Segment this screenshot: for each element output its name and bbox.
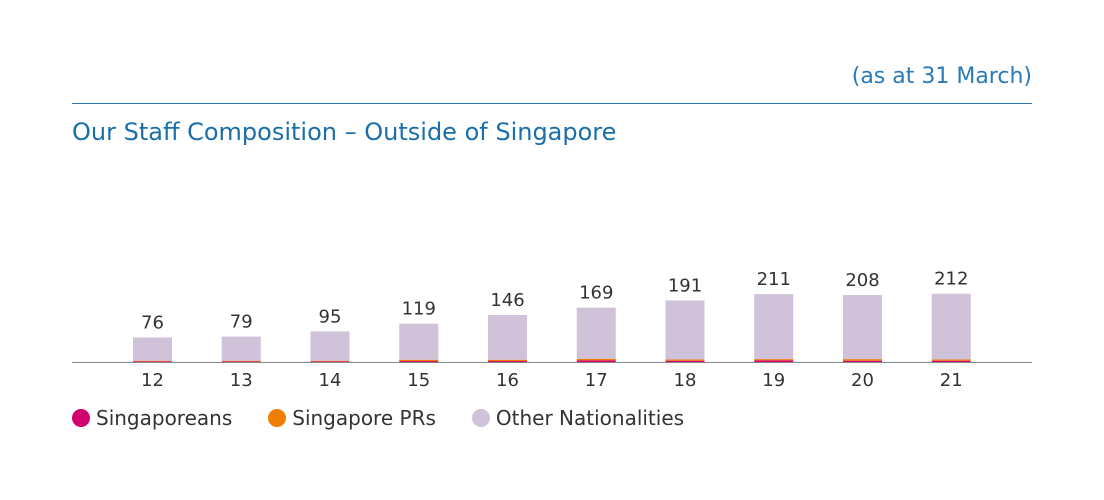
x-tick-label-18: 18: [674, 370, 697, 391]
bar-21-other-nationalities: [931, 293, 971, 360]
data-label-19: 211: [757, 269, 791, 290]
data-label-21: 212: [934, 269, 968, 290]
data-label-18: 191: [668, 275, 702, 296]
bar-20-singaporeans: [843, 360, 882, 362]
legend-item-singaporeans: Singaporeans: [72, 406, 232, 430]
bar-13-other-nationalities: [221, 336, 261, 361]
x-tick-label-15: 15: [407, 370, 430, 391]
data-label-17: 169: [579, 283, 613, 304]
legend-item-prs: Singapore PRs: [268, 406, 436, 430]
x-tick-label-20: 20: [851, 370, 874, 391]
bar-12-singaporeans: [133, 361, 172, 362]
bar-19-singaporeans: [754, 360, 794, 362]
bar-15-singaporeans: [399, 361, 439, 362]
bar-13-singapore-prs: [221, 360, 261, 362]
bar-13-singaporeans: [221, 361, 261, 362]
bar-20-other-nationalities: [843, 295, 882, 360]
bar-18-other-nationalities: [665, 300, 705, 360]
bar-16-singapore-prs: [488, 359, 527, 362]
x-tick-label-19: 19: [762, 370, 785, 391]
data-label-12: 76: [141, 313, 164, 334]
x-tick-label-13: 13: [230, 370, 253, 391]
legend-label-singaporeans: Singaporeans: [96, 406, 233, 430]
bar-15-singapore-prs: [399, 359, 439, 362]
legend-item-others: Other Nationalities: [471, 406, 685, 430]
legend-label-prs: Singapore PRs: [292, 406, 436, 430]
bar-17-other-nationalities: [576, 307, 616, 359]
bar-16-singaporeans: [488, 361, 527, 362]
prs-swatch-icon: [268, 409, 287, 427]
bar-20-singapore-prs: [843, 359, 882, 361]
others-swatch-icon: [471, 409, 490, 427]
data-label-14: 95: [319, 306, 342, 327]
bar-14-other-nationalities: [310, 331, 350, 361]
bar-21-singapore-prs: [931, 359, 971, 361]
date-note: (as at 31 March): [851, 64, 1032, 89]
bar-15-other-nationalities: [399, 323, 439, 360]
bar-17-singaporeans: [576, 360, 616, 362]
bar-18-singaporeans: [665, 360, 705, 362]
x-tick-label-21: 21: [940, 370, 963, 391]
bar-12-singapore-prs: [133, 360, 172, 362]
header-divider: [72, 103, 1032, 104]
legend: Singaporeans Singapore PRs Other Nationa…: [72, 406, 720, 430]
bar-14-singapore-prs: [310, 360, 350, 362]
chart-title: Our Staff Composition – Outside of Singa…: [72, 118, 617, 146]
bar-16-other-nationalities: [488, 314, 527, 360]
x-tick-label-16: 16: [496, 370, 519, 391]
data-label-13: 79: [230, 312, 253, 333]
x-tick-label-12: 12: [141, 370, 164, 391]
data-label-15: 119: [402, 299, 436, 320]
bar-19-other-nationalities: [754, 294, 794, 360]
data-label-16: 146: [490, 290, 524, 311]
bar-14-singaporeans: [310, 361, 350, 362]
bar-19-singapore-prs: [754, 359, 794, 361]
data-label-20: 208: [845, 270, 879, 291]
bar-21-singaporeans: [931, 360, 971, 362]
bar-17-singapore-prs: [576, 358, 616, 361]
x-tick-label-14: 14: [319, 370, 342, 391]
bar-12-other-nationalities: [133, 337, 172, 361]
legend-label-others: Other Nationalities: [495, 406, 685, 430]
x-tick-label-17: 17: [585, 370, 608, 391]
singaporeans-swatch-icon: [72, 409, 90, 427]
bar-18-singapore-prs: [665, 359, 705, 361]
